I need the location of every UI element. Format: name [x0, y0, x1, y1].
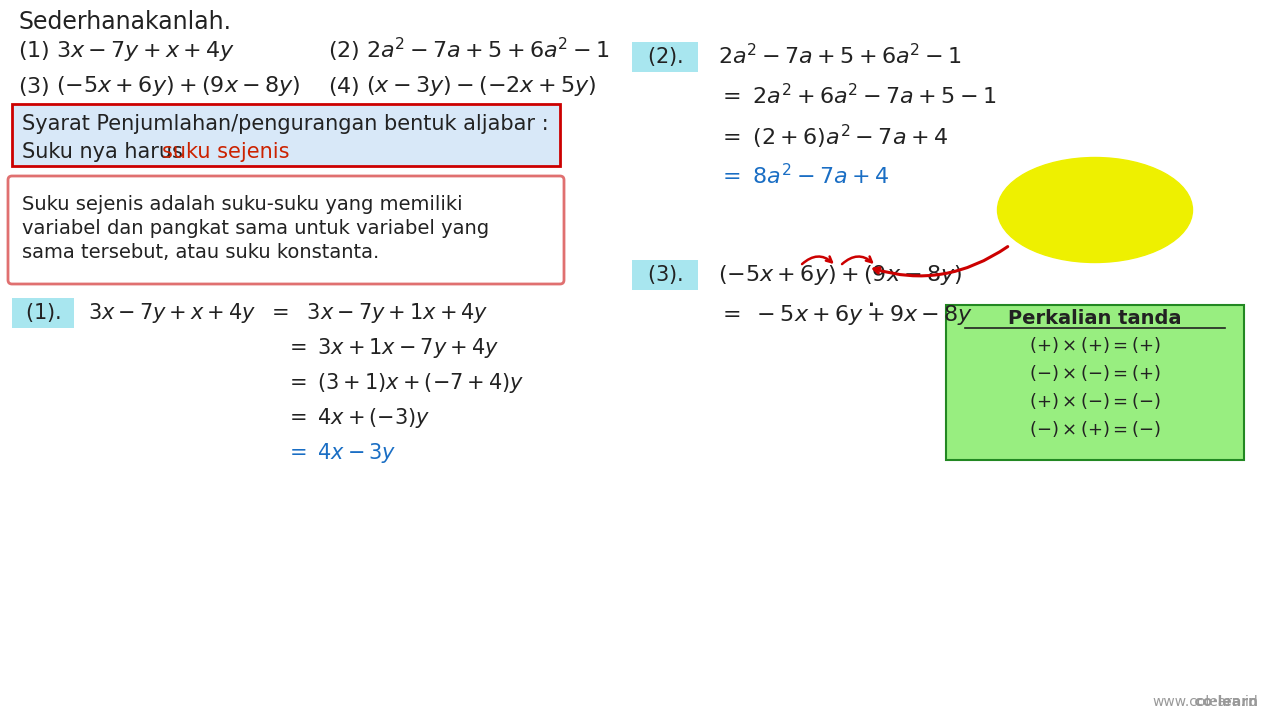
Text: $(+)\times(+)=(+)$: $(+)\times(+)=(+)$ [1029, 335, 1161, 355]
Text: Suku sejenis adalah suku-suku yang memiliki: Suku sejenis adalah suku-suku yang memil… [22, 194, 462, 214]
Text: suku sejenis: suku sejenis [163, 142, 289, 162]
Text: $(-)\times(-)=(+)$: $(-)\times(-)=(+)$ [1029, 363, 1161, 383]
Text: $3x-7y+x+4y$: $3x-7y+x+4y$ [56, 39, 236, 63]
Text: $\cdot$: $\cdot$ [867, 291, 874, 319]
Text: $(2)$: $(2)$ [328, 40, 360, 63]
Text: $(3).$: $(3).$ [646, 264, 684, 287]
Text: $=\ 4x+(-3)y$: $=\ 4x+(-3)y$ [285, 406, 430, 430]
FancyBboxPatch shape [12, 104, 561, 166]
Text: $(x-3y)-(-2x+5y)$: $(x-3y)-(-2x+5y)$ [366, 74, 596, 98]
FancyBboxPatch shape [12, 298, 74, 328]
Text: variabel dan pangkat sama untuk variabel yang: variabel dan pangkat sama untuk variabel… [22, 218, 489, 238]
Text: distributif: distributif [1048, 212, 1142, 232]
Text: www.colearn.id: www.colearn.id [1152, 695, 1258, 709]
FancyBboxPatch shape [632, 260, 698, 290]
Text: $=\ 3x+1x-7y+4y$: $=\ 3x+1x-7y+4y$ [285, 336, 499, 360]
Text: $=\ (2+6)a^{2}-7a+4$: $=\ (2+6)a^{2}-7a+4$ [718, 123, 948, 151]
Text: $=\ 8a^{2}-7a+4$: $=\ 8a^{2}-7a+4$ [718, 164, 890, 189]
Text: $2a^{2}-7a+5+6a^{2}-1$: $2a^{2}-7a+5+6a^{2}-1$ [366, 38, 609, 63]
Text: Syarat Penjumlahan/pengurangan bentuk aljabar :: Syarat Penjumlahan/pengurangan bentuk al… [22, 114, 549, 134]
Text: Sifat: Sifat [1073, 189, 1117, 207]
Text: $(3)$: $(3)$ [18, 74, 50, 97]
Text: $=\ -5x+6y+9x-8y$: $=\ -5x+6y+9x-8y$ [718, 303, 973, 327]
Text: Perkalian tanda: Perkalian tanda [1009, 308, 1181, 328]
Ellipse shape [997, 158, 1193, 263]
Text: $(1).$: $(1).$ [26, 302, 61, 325]
Text: Suku nya harus: Suku nya harus [22, 142, 189, 162]
Text: Sederhanakanlah.: Sederhanakanlah. [18, 10, 230, 34]
Text: $(-5x+6y)+(9x-8y)$: $(-5x+6y)+(9x-8y)$ [718, 263, 963, 287]
Text: $=\ (3+1)x+(-7+4)y$: $=\ (3+1)x+(-7+4)y$ [285, 371, 525, 395]
Text: $(+)\times(-)=(-)$: $(+)\times(-)=(-)$ [1029, 391, 1161, 411]
FancyBboxPatch shape [8, 176, 564, 284]
Text: $(1)$: $(1)$ [18, 40, 50, 63]
Text: $3x-7y+x+4y\ \ =\ \ 3x-7y+1x+4y$: $3x-7y+x+4y\ \ =\ \ 3x-7y+1x+4y$ [88, 301, 489, 325]
Text: $2a^{2}-7a+5+6a^{2}-1$: $2a^{2}-7a+5+6a^{2}-1$ [718, 45, 961, 70]
Text: sama tersebut, atau suku konstanta.: sama tersebut, atau suku konstanta. [22, 243, 379, 261]
Text: $(-)\times(+)=(-)$: $(-)\times(+)=(-)$ [1029, 419, 1161, 439]
Text: $(-5x+6y)+(9x-8y)$: $(-5x+6y)+(9x-8y)$ [56, 74, 301, 98]
FancyBboxPatch shape [632, 42, 698, 72]
Text: $(2).$: $(2).$ [646, 45, 684, 68]
FancyBboxPatch shape [946, 305, 1244, 460]
Text: $=\ 4x-3y$: $=\ 4x-3y$ [285, 441, 397, 465]
Text: $(4)$: $(4)$ [328, 74, 360, 97]
Text: co·learn: co·learn [1097, 695, 1258, 709]
Text: $=\ 2a^{2}+6a^{2}-7a+5-1$: $=\ 2a^{2}+6a^{2}-7a+5-1$ [718, 84, 996, 109]
